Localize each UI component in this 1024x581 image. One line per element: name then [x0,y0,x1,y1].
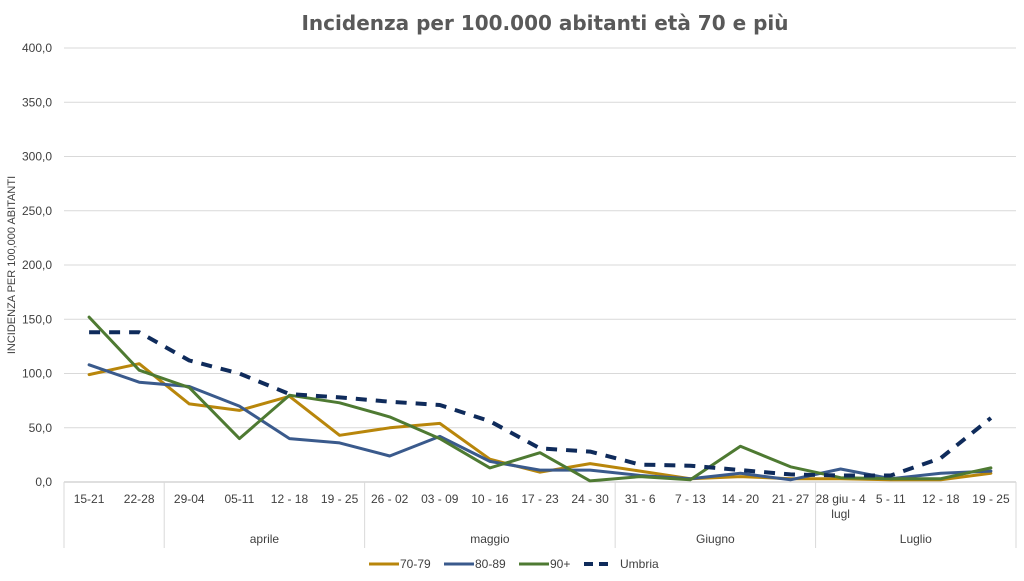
y-tick-label: 50,0 [29,421,53,435]
y-tick-label: 0,0 [35,475,52,489]
x-group-label: Giugno [696,532,735,546]
x-tick-label: 5 - 11 [876,492,906,506]
x-tick-label: 12 - 18 [922,492,960,506]
legend-label: Umbria [620,557,659,571]
x-tick-label: 17 - 23 [521,492,559,506]
x-tick-label: 7 - 13 [675,492,706,506]
x-tick-label: 05-11 [224,492,254,506]
y-axis-ticks: 0,0 50,0 100,0 150,0 200,0 250,0 300,0 350,0 400… [22,41,52,489]
x-tick-label: 24 - 30 [571,492,609,506]
y-tick-label: 300,0 [22,150,52,164]
legend-label: 70-79 [400,557,431,571]
x-tick-label: 31 - 6 [625,492,656,506]
gridlines [64,47,1016,483]
x-tick-label: 28 giu - 4 lugl [816,492,866,521]
x-tick-label: 12 - 18 [271,492,309,506]
x-tick-label: 10 - 16 [471,492,509,506]
series-lines [87,315,993,483]
x-axis: 15-21 22-28 29-04 05-11 12 - 18 19 - 25 26 - 0… [63,482,1017,548]
y-axis-label: INCIDENZA PER 100,000 ABITANTI [6,176,18,354]
series-line-90- [87,315,993,483]
chart-title: Incidenza per 100.000 abitanti età 70 e … [301,11,788,35]
legend-label: 90+ [550,557,570,571]
series-line-80-89 [87,363,993,482]
x-tick-label: 03 - 09 [421,492,459,506]
y-tick-label: 400,0 [22,41,52,55]
y-tick-label: 100,0 [22,367,52,381]
x-tick-label: 26 - 02 [371,492,409,506]
y-tick-label: 250,0 [22,204,52,218]
x-group-label: aprile [250,532,280,546]
x-tick-label: 19 - 25 [321,492,359,506]
y-tick-label: 350,0 [22,95,52,109]
x-tick-label: 14 - 20 [722,492,760,506]
x-tick-label: 29-04 [174,492,205,506]
x-group-label: Luglio [900,532,932,546]
legend: 70-79 80-89 90+ Umbria [369,557,659,571]
x-tick-label: 15-21 [74,492,105,506]
x-group-label: maggio [470,532,510,546]
x-tick-label: 21 - 27 [772,492,810,506]
legend-label: 80-89 [475,557,506,571]
y-tick-label: 150,0 [22,312,52,326]
x-tick-label: 22-28 [124,492,155,506]
x-tick-label: 19 - 25 [972,492,1010,506]
y-tick-label: 200,0 [22,258,52,272]
